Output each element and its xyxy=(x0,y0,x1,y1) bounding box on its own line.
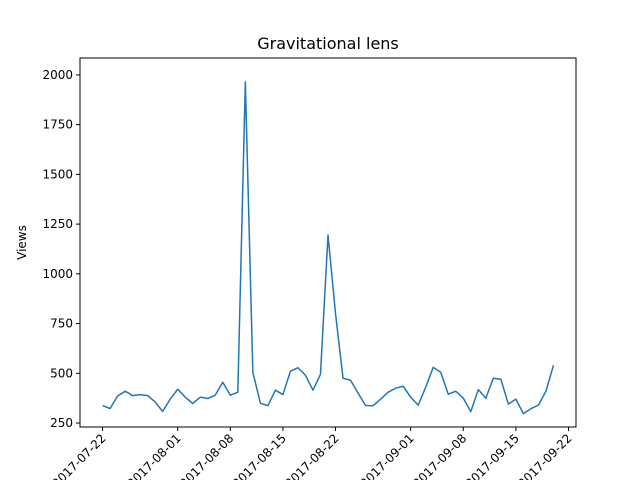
y-tick-label: 1250 xyxy=(42,217,73,231)
x-tick-label: 2017-08-22 xyxy=(282,431,341,480)
x-tick-label: 2017-09-01 xyxy=(358,431,417,480)
line-layer xyxy=(102,81,555,415)
y-tick-label: 1750 xyxy=(42,118,73,132)
y-tick-label: 1500 xyxy=(42,167,73,181)
y-axis-label: Views xyxy=(15,225,29,260)
x-tick-label: 2017-08-15 xyxy=(230,431,289,480)
series-line xyxy=(102,81,555,415)
y-tick-label: 250 xyxy=(50,416,73,430)
x-tick-label: 2017-09-22 xyxy=(515,431,574,480)
ticks-layer: 250 500 750 1000 1250 1500 1750 2000 2017-07-22 2… xyxy=(42,68,574,480)
x-tick-label: 2017-08-01 xyxy=(125,431,184,480)
y-tick-label: 750 xyxy=(50,317,73,331)
x-tick-label: 2017-07-22 xyxy=(49,431,108,480)
y-tick-label: 500 xyxy=(50,366,73,380)
y-tick-label: 1000 xyxy=(42,267,73,281)
plot-frame xyxy=(79,57,577,428)
x-tick-label: 2017-08-08 xyxy=(177,431,236,480)
y-tick-label: 2000 xyxy=(42,68,73,82)
x-tick-label: 2017-09-15 xyxy=(463,431,522,480)
chart-title: Gravitational lens xyxy=(257,34,399,53)
x-tick-label: 2017-09-08 xyxy=(410,431,469,480)
